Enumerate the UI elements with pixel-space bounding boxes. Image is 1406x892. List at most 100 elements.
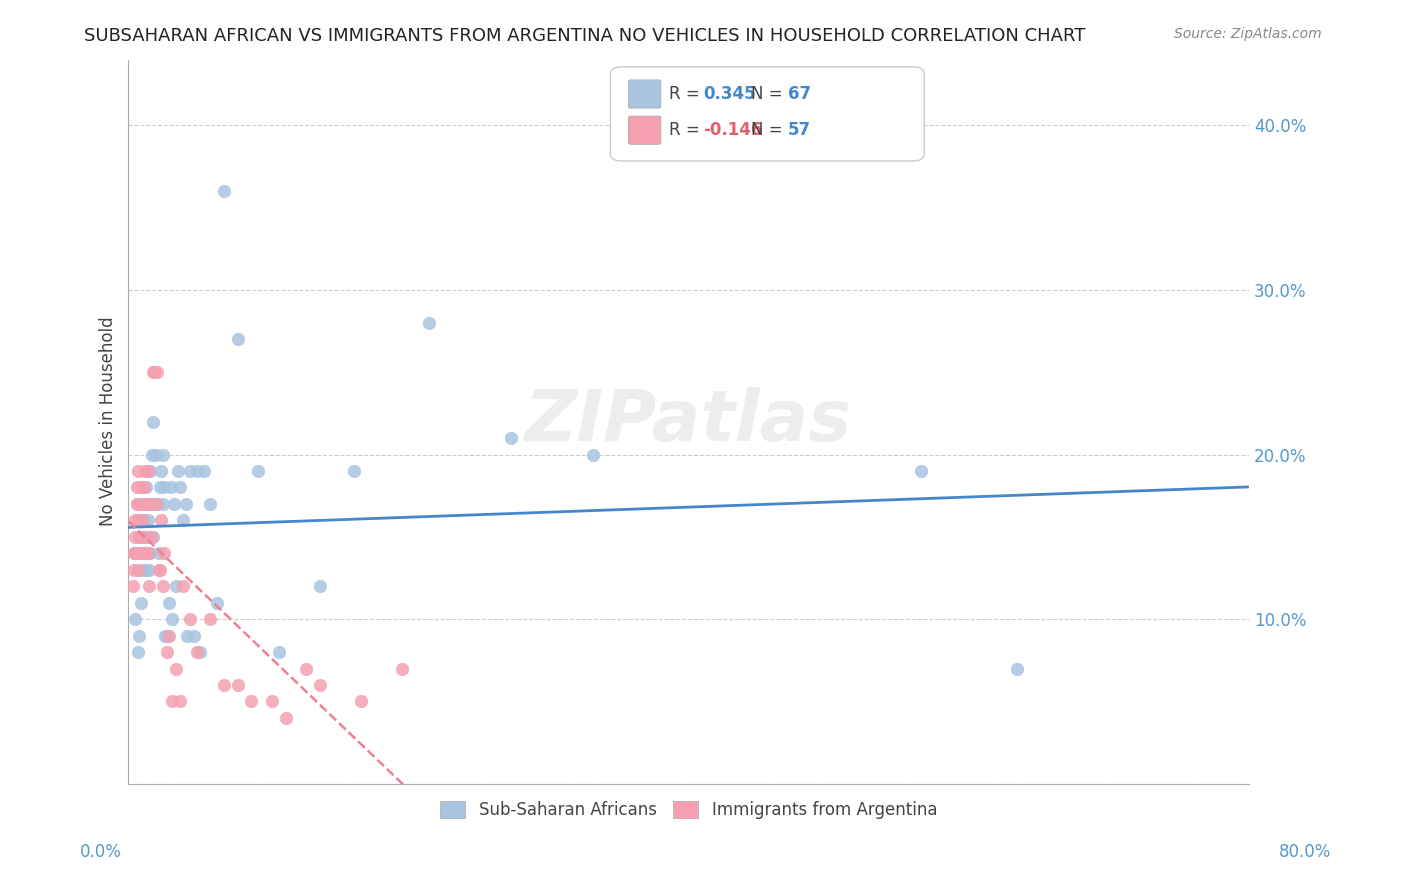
- Point: [176, 629, 198, 643]
- Point: [136, 546, 159, 560]
- Point: [186, 645, 208, 659]
- Point: [135, 481, 157, 495]
- Point: [910, 464, 932, 478]
- Point: [152, 579, 174, 593]
- Point: [129, 596, 152, 610]
- Text: SUBSAHARAN AFRICAN VS IMMIGRANTS FROM ARGENTINA NO VEHICLES IN HOUSEHOLD CORRELA: SUBSAHARAN AFRICAN VS IMMIGRANTS FROM AR…: [84, 27, 1085, 45]
- Point: [131, 513, 153, 527]
- Point: [1005, 661, 1028, 675]
- Point: [156, 629, 179, 643]
- Point: [295, 661, 318, 675]
- Point: [135, 497, 157, 511]
- Text: N =: N =: [751, 120, 787, 139]
- Point: [125, 497, 148, 511]
- Point: [131, 497, 153, 511]
- Text: 0.0%: 0.0%: [80, 843, 122, 861]
- Text: R =: R =: [669, 85, 704, 103]
- Point: [141, 448, 163, 462]
- Point: [122, 546, 145, 560]
- FancyBboxPatch shape: [610, 67, 924, 161]
- Point: [188, 645, 211, 659]
- FancyBboxPatch shape: [628, 80, 661, 108]
- Point: [308, 678, 330, 692]
- Point: [132, 546, 155, 560]
- Point: [159, 596, 181, 610]
- Point: [153, 481, 176, 495]
- Point: [128, 629, 150, 643]
- Point: [156, 645, 179, 659]
- Text: R =: R =: [669, 120, 704, 139]
- Point: [240, 694, 263, 708]
- Point: [124, 612, 146, 626]
- Point: [169, 694, 191, 708]
- Point: [143, 497, 166, 511]
- Point: [128, 546, 150, 560]
- Point: [149, 563, 172, 577]
- Point: [145, 497, 167, 511]
- Point: [141, 530, 163, 544]
- Point: [131, 546, 153, 560]
- Point: [124, 530, 146, 544]
- Point: [343, 464, 366, 478]
- Point: [139, 546, 162, 560]
- Point: [125, 481, 148, 495]
- Point: [267, 645, 290, 659]
- Point: [134, 530, 156, 544]
- Point: [172, 513, 194, 527]
- Point: [226, 332, 249, 346]
- Point: [134, 464, 156, 478]
- Point: [582, 448, 605, 462]
- Point: [131, 563, 153, 577]
- Point: [152, 497, 174, 511]
- Point: [139, 497, 162, 511]
- Point: [207, 596, 229, 610]
- Point: [169, 481, 191, 495]
- Point: [160, 481, 183, 495]
- Point: [200, 497, 222, 511]
- Point: [121, 579, 143, 593]
- Point: [212, 184, 235, 198]
- Point: [127, 563, 149, 577]
- Point: [129, 530, 152, 544]
- Point: [160, 694, 183, 708]
- Text: 57: 57: [787, 120, 811, 139]
- Point: [226, 678, 249, 692]
- Point: [138, 497, 160, 511]
- Point: [143, 365, 166, 379]
- Point: [131, 546, 153, 560]
- Point: [142, 365, 165, 379]
- Point: [134, 546, 156, 560]
- Point: [135, 546, 157, 560]
- Text: ZIPatlas: ZIPatlas: [526, 387, 852, 456]
- Point: [146, 365, 169, 379]
- Point: [124, 546, 146, 560]
- Point: [166, 464, 188, 478]
- Point: [183, 629, 205, 643]
- Point: [165, 579, 187, 593]
- Point: [138, 530, 160, 544]
- Text: -0.146: -0.146: [703, 120, 763, 139]
- Point: [129, 481, 152, 495]
- Point: [138, 563, 160, 577]
- Point: [132, 513, 155, 527]
- Point: [142, 415, 165, 429]
- Point: [152, 448, 174, 462]
- Point: [122, 563, 145, 577]
- Point: [136, 464, 159, 478]
- Point: [129, 546, 152, 560]
- Point: [350, 694, 373, 708]
- Point: [134, 497, 156, 511]
- Point: [155, 629, 177, 643]
- Point: [136, 513, 159, 527]
- Point: [124, 513, 146, 527]
- Point: [138, 579, 160, 593]
- Text: 80.0%: 80.0%: [1278, 843, 1331, 861]
- Point: [200, 612, 222, 626]
- Text: 0.345: 0.345: [703, 85, 756, 103]
- Point: [136, 546, 159, 560]
- Point: [134, 546, 156, 560]
- Point: [149, 481, 172, 495]
- Point: [146, 497, 169, 511]
- Point: [148, 563, 170, 577]
- Text: 67: 67: [787, 85, 811, 103]
